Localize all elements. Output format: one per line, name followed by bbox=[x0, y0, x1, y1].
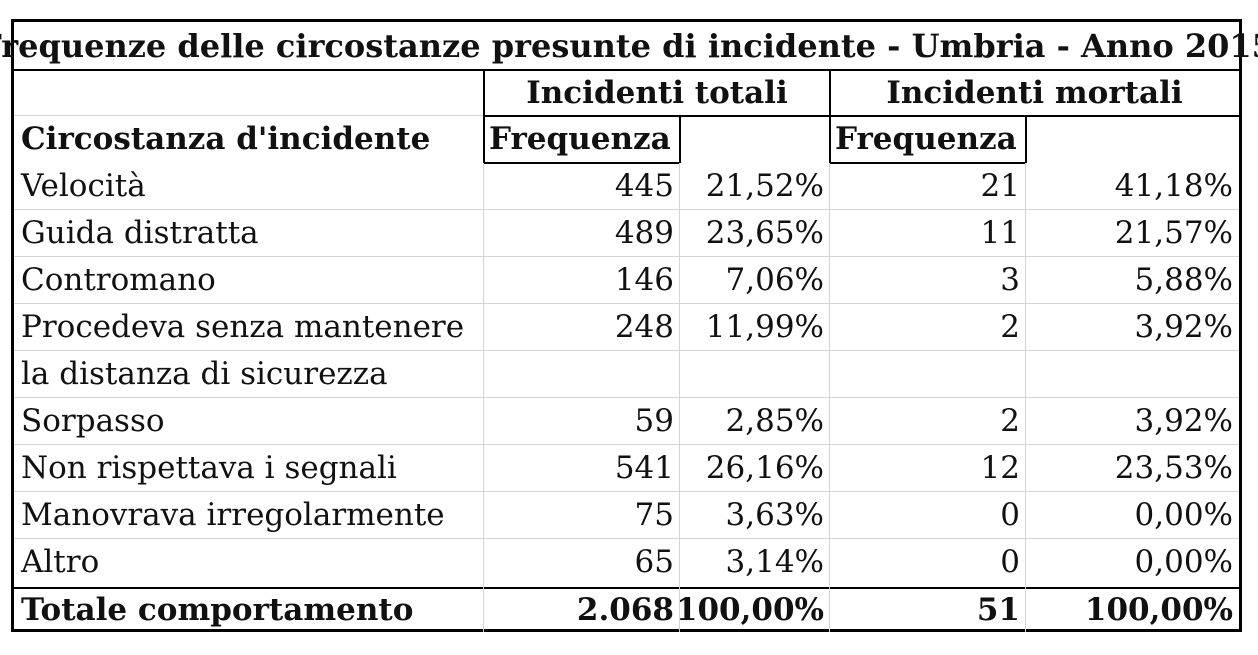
row-label: Sorpasso bbox=[21, 403, 165, 439]
row-mortali-percentuale: 3,92% bbox=[1134, 403, 1233, 439]
row-totali-frequenza bbox=[484, 351, 680, 398]
column-divider-label-body bbox=[483, 163, 484, 632]
row-totali-percentuale: 3,14% bbox=[725, 544, 824, 580]
row-totali-frequenza: 59 bbox=[634, 403, 674, 439]
row-totali-percentuale: 23,65% bbox=[705, 215, 824, 251]
total-row-label: Totale comportamento bbox=[21, 592, 414, 628]
column-header-frequenza-mortali: Frequenza bbox=[835, 121, 1017, 157]
row-divider bbox=[14, 350, 1239, 351]
column-divider-label bbox=[483, 70, 485, 117]
row-mortali-percentuale: 0,00% bbox=[1134, 544, 1233, 580]
title-divider bbox=[14, 69, 1239, 71]
row-mortali-frequenza: 12 bbox=[980, 450, 1020, 486]
group-header-underline-mortali bbox=[830, 115, 1239, 117]
total-row-mortali-percentuale: 100,00% bbox=[1084, 592, 1233, 628]
row-mortali-frequenza bbox=[830, 351, 1026, 398]
row-divider bbox=[14, 444, 1239, 445]
row-totali-frequenza: 65 bbox=[634, 544, 674, 580]
total-row-totali-frequenza: 2.068 bbox=[576, 592, 674, 628]
frequenza-mortali-box-left bbox=[829, 116, 831, 163]
group-header-underline-totali bbox=[484, 115, 830, 117]
row-totali-frequenza: 445 bbox=[614, 168, 674, 204]
row-mortali-percentuale: 41,18% bbox=[1114, 168, 1233, 204]
frequenza-totali-underline bbox=[484, 162, 680, 164]
row-mortali-frequenza: 2 bbox=[1000, 309, 1020, 345]
frequenza-mortali-box-right bbox=[1025, 116, 1027, 163]
frequenza-totali-box-right bbox=[679, 116, 681, 163]
table-title: Frequenze delle circostanze presunte di … bbox=[0, 27, 1258, 65]
row-label: Procedeva senza mantenere bbox=[21, 309, 465, 345]
group-header-incidenti-mortali: Incidenti mortali bbox=[886, 74, 1183, 111]
row-totali-frequenza: 75 bbox=[634, 497, 674, 533]
row-totali-percentuale: 2,85% bbox=[725, 403, 824, 439]
column-header-circostanza: Circostanza d'incidente bbox=[21, 121, 431, 157]
row-mortali-frequenza: 21 bbox=[980, 168, 1020, 204]
frequenza-totali-box-left bbox=[483, 116, 485, 163]
total-row-divider bbox=[14, 587, 1239, 589]
row-totali-frequenza: 146 bbox=[614, 262, 674, 298]
row-label: Velocità bbox=[21, 168, 146, 204]
group-header-incidenti-totali: Incidenti totali bbox=[526, 74, 788, 111]
column-divider-totali-body bbox=[679, 163, 680, 632]
row-mortali-percentuale: 23,53% bbox=[1114, 450, 1233, 486]
total-row-mortali-frequenza: 51 bbox=[976, 592, 1020, 628]
row-mortali-percentuale: 5,88% bbox=[1134, 262, 1233, 298]
frequenza-mortali-underline bbox=[830, 162, 1026, 164]
row-totali-percentuale: 26,16% bbox=[705, 450, 824, 486]
frequency-table: Frequenze delle circostanze presunte di … bbox=[0, 19, 1258, 632]
row-totali-percentuale: 3,63% bbox=[725, 497, 824, 533]
row-mortali-percentuale: 3,92% bbox=[1134, 309, 1233, 345]
row-mortali-percentuale: 21,57% bbox=[1114, 215, 1233, 251]
row-mortali-frequenza: 2 bbox=[1000, 403, 1020, 439]
row-totali-frequenza: 489 bbox=[614, 215, 674, 251]
row-mortali-frequenza: 3 bbox=[1000, 262, 1020, 298]
row-mortali-percentuale bbox=[1026, 351, 1239, 398]
row-mortali-percentuale: 0,00% bbox=[1134, 497, 1233, 533]
row-totali-percentuale: 11,99% bbox=[705, 309, 824, 345]
row-divider bbox=[14, 209, 1239, 210]
row-totali-percentuale: 7,06% bbox=[725, 262, 824, 298]
row-mortali-frequenza: 0 bbox=[1000, 497, 1020, 533]
row-label: Contromano bbox=[21, 262, 216, 298]
row-label: Altro bbox=[21, 544, 100, 580]
row-divider bbox=[14, 397, 1239, 398]
row-mortali-frequenza: 11 bbox=[980, 215, 1020, 251]
row-divider bbox=[14, 303, 1239, 304]
column-divider-groups-body bbox=[829, 163, 830, 632]
column-header-frequenza-totali: Frequenza bbox=[489, 121, 671, 157]
row-totali-percentuale: 21,52% bbox=[705, 168, 824, 204]
row-totali-frequenza: 541 bbox=[614, 450, 674, 486]
column-divider-mortali-body bbox=[1025, 163, 1026, 632]
row-totali-frequenza: 248 bbox=[614, 309, 674, 345]
column-divider-groups bbox=[829, 70, 831, 117]
row-divider bbox=[14, 538, 1239, 539]
header-divider-left bbox=[14, 115, 484, 116]
row-mortali-frequenza: 0 bbox=[1000, 544, 1020, 580]
row-label: Manovrava irregolarmente bbox=[21, 497, 445, 533]
row-label: Guida distratta bbox=[21, 215, 259, 251]
row-totali-percentuale bbox=[680, 351, 830, 398]
row-divider bbox=[14, 256, 1239, 257]
row-label: la distanza di sicurezza bbox=[21, 356, 388, 392]
row-label: Non rispettava i segnali bbox=[21, 450, 397, 486]
total-row-totali-percentuale: 100,00% bbox=[675, 592, 824, 628]
row-divider bbox=[14, 491, 1239, 492]
